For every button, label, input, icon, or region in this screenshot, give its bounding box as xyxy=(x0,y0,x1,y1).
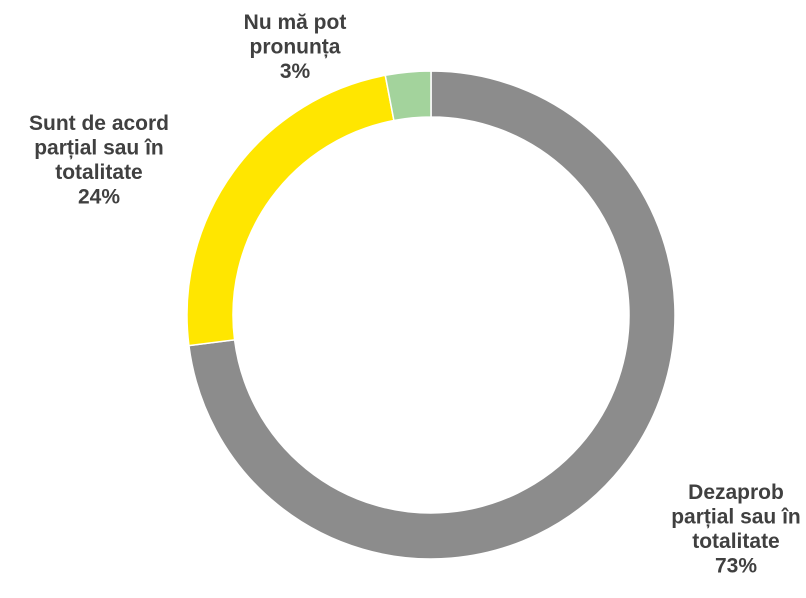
slice-category-label: parțial sau în xyxy=(34,137,164,160)
slice-label-1: Sunt de acord parțial sau în totalitate 24% xyxy=(29,112,169,209)
slice-category-label: parțial sau în xyxy=(671,506,801,529)
slice-label-0: Dezaprob parțial sau în totalitate 73% xyxy=(671,481,801,578)
slice-category-label: Nu mă pot xyxy=(244,11,347,34)
slice-percent-label: 3% xyxy=(280,60,311,83)
slice-category-label: Sunt de acord xyxy=(29,112,169,135)
slice-percent-label: 24% xyxy=(78,186,120,209)
slice-category-label: pronunța xyxy=(250,36,341,59)
slice-label-2: Nu mă pot pronunța 3% xyxy=(244,11,347,83)
donut-slice-0 xyxy=(188,70,676,560)
slice-category-label: totalitate xyxy=(55,161,143,184)
slice-category-label: Dezaprob xyxy=(688,481,784,504)
donut-slice-1 xyxy=(186,74,395,347)
slice-category-label: totalitate xyxy=(692,530,780,553)
slice-percent-label: 73% xyxy=(715,555,757,578)
donut-slice-2 xyxy=(384,70,432,122)
